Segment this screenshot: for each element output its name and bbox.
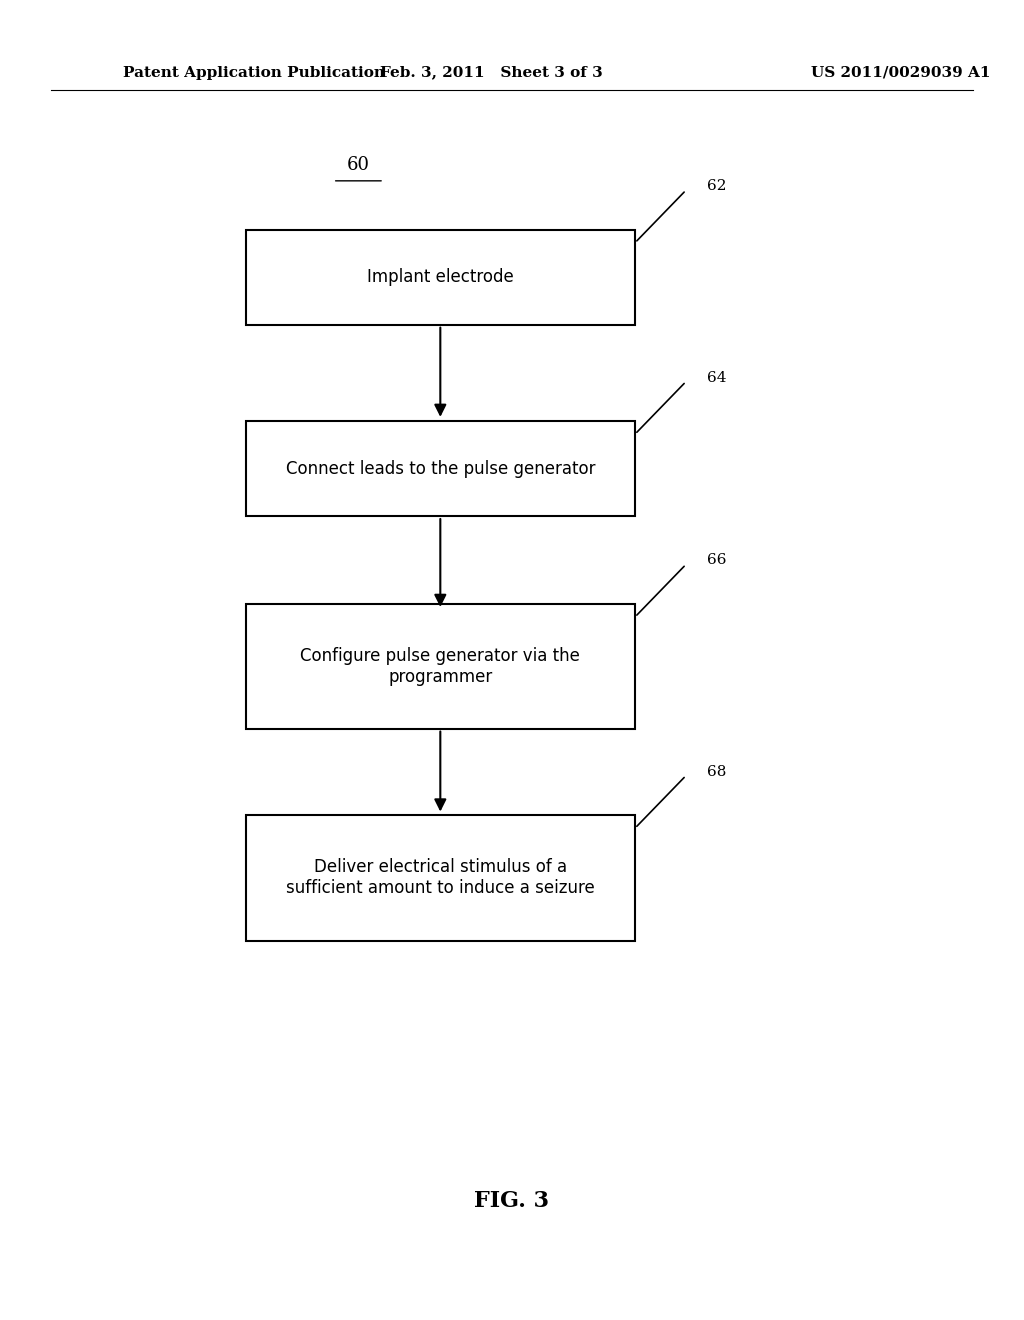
Text: FIG. 3: FIG. 3 — [474, 1191, 550, 1212]
Text: 60: 60 — [347, 156, 370, 174]
Text: Feb. 3, 2011   Sheet 3 of 3: Feb. 3, 2011 Sheet 3 of 3 — [380, 66, 603, 79]
Text: 64: 64 — [707, 371, 726, 384]
Text: US 2011/0029039 A1: US 2011/0029039 A1 — [811, 66, 991, 79]
Text: Implant electrode: Implant electrode — [367, 268, 514, 286]
Text: Configure pulse generator via the
programmer: Configure pulse generator via the progra… — [300, 647, 581, 686]
Text: Patent Application Publication: Patent Application Publication — [123, 66, 385, 79]
Text: 68: 68 — [707, 764, 726, 779]
FancyBboxPatch shape — [246, 814, 635, 940]
FancyBboxPatch shape — [246, 230, 635, 325]
Text: Deliver electrical stimulus of a
sufficient amount to induce a seizure: Deliver electrical stimulus of a suffici… — [286, 858, 595, 898]
FancyBboxPatch shape — [246, 421, 635, 516]
Text: Connect leads to the pulse generator: Connect leads to the pulse generator — [286, 459, 595, 478]
FancyBboxPatch shape — [246, 605, 635, 729]
Text: 66: 66 — [707, 553, 726, 568]
Text: 62: 62 — [707, 180, 726, 193]
